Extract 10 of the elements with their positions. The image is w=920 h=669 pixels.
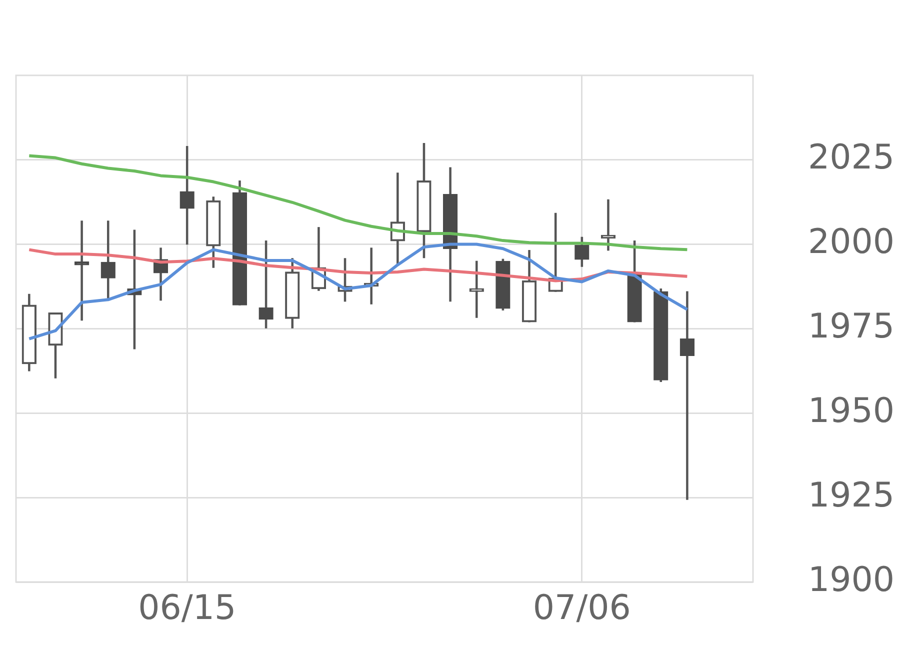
y-tick-label: 2025 — [808, 138, 895, 178]
y-tick-label: 1975 — [808, 306, 895, 347]
x-tick-label: 06/15 — [138, 588, 236, 628]
y-tick-label: 2000 — [808, 222, 895, 262]
y-tick-label: 1925 — [808, 475, 895, 516]
x-tick-label: 07/06 — [532, 588, 631, 628]
y-tick-label: 1950 — [808, 390, 895, 431]
candlestick — [680, 291, 695, 500]
y-tick-label: 1900 — [808, 560, 895, 600]
candlestick — [469, 260, 484, 318]
